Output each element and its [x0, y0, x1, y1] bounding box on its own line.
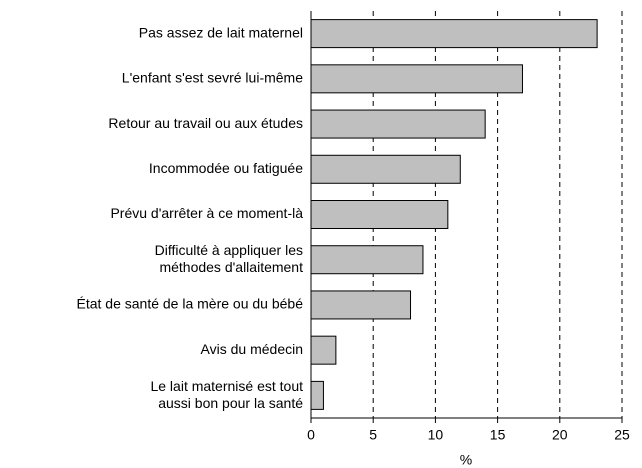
- y-tick-label: État de santé de la mère ou du bébé: [77, 296, 304, 312]
- bar: [310, 154, 461, 184]
- x-tick-label: 15: [490, 427, 506, 443]
- y-tick-label: Pas assez de lait maternel: [139, 24, 303, 40]
- bar: [310, 19, 598, 49]
- bar: [310, 200, 449, 229]
- bar: [310, 380, 324, 410]
- x-tick-label: 5: [369, 427, 377, 443]
- y-tick-label: Le lait maternisé est tout aussi bon pour…: [150, 378, 303, 411]
- y-tick-label: Avis du médecin: [201, 341, 303, 357]
- bar: [310, 245, 424, 275]
- x-tick-label: 25: [614, 427, 630, 443]
- bar: [310, 290, 412, 320]
- bar: [310, 109, 486, 139]
- y-tick-label: Prévu d'arrêter à ce moment-là: [110, 205, 303, 221]
- y-tick-label: Incommodée ou fatiguée: [149, 160, 303, 176]
- bar: [310, 335, 337, 365]
- y-tick-label: L'enfant s'est sevré lui-même: [122, 70, 303, 86]
- y-tick-label: Retour au travail ou aux études: [108, 115, 303, 131]
- bar: [310, 64, 523, 94]
- x-axis-label: %: [460, 452, 472, 468]
- x-tick-label: 10: [428, 427, 444, 443]
- y-tick-label: Difficulté à appliquer les méthodes d'all…: [155, 242, 303, 275]
- x-tick-label: 20: [552, 427, 568, 443]
- x-tick-label: 0: [307, 427, 315, 443]
